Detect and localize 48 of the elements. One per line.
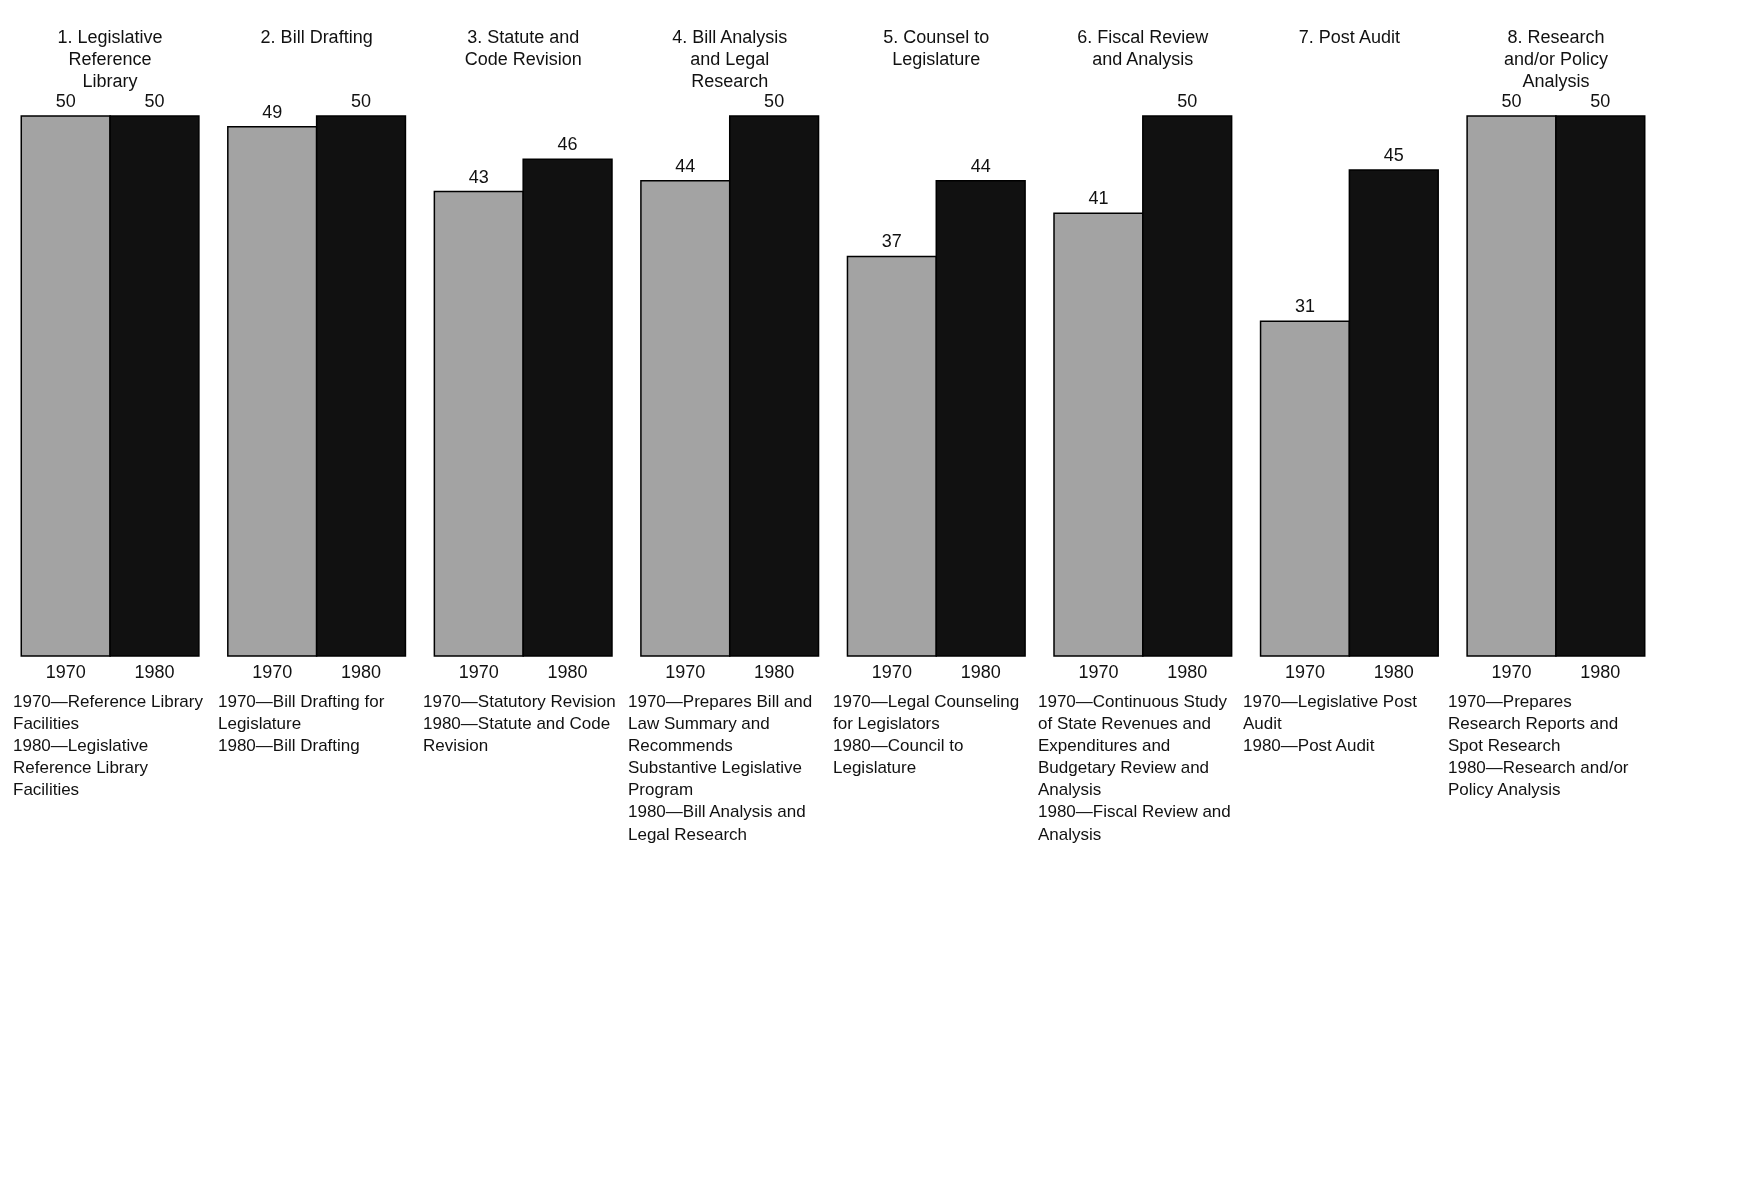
x-tick-label: 7. Post Audit (1298, 26, 1400, 47)
text: 1970—Continuous Study of State Revenues and Expenditures and Budgetary Review and Analysis 1980—Fiscal Review and Analysis (1038, 691, 1232, 846)
x-tick-label: 8. Research and/or Policy Analysis (1503, 26, 1608, 91)
data-label: 44 (970, 155, 991, 176)
x-tick-label: 4. Bill Analysis and Legal Research (672, 26, 788, 91)
text: 1970 (1491, 662, 1532, 682)
x-tick-label: 1. Legislative Reference Library (57, 26, 163, 91)
text: 1970—Statutory Revision 1980—Statute and Code Revision (423, 691, 617, 758)
text: 1970—Prepares Research Reports and Spot Research 1980—Research and/or Policy Analysis (1448, 691, 1630, 802)
data-label: 50 (1177, 91, 1198, 111)
data-label: 50 (1590, 91, 1611, 111)
text: 1970 (252, 662, 293, 682)
text: 1980 (1373, 662, 1414, 682)
data-label: 44 (675, 155, 696, 176)
text: 1980 (960, 662, 1001, 682)
data-label: 50 (351, 91, 372, 111)
text: 1980 (1580, 662, 1621, 682)
text: 1970 (458, 662, 499, 682)
data-label: 50 (55, 91, 76, 111)
text: 1980 (1167, 662, 1208, 682)
text: 1970 (871, 662, 912, 682)
text: 1970—Bill Drafting for Legislature 1980—Bill Drafting (218, 691, 386, 758)
data-label: 50 (1501, 91, 1522, 111)
series-label: 1970 (45, 662, 86, 682)
text: 1970—Legislative Post Audit 1980—Post Audit (1243, 691, 1418, 758)
data-label: 31 (1294, 296, 1315, 317)
data-label: 45 (1383, 145, 1404, 165)
x-tick-label: 6. Fiscal Review and Analysis (1077, 26, 1210, 69)
data-label: 50 (764, 91, 785, 111)
text: 1980 (341, 662, 382, 682)
text: 1970 (665, 662, 706, 682)
text: 1970—Legal Counseling for Legislators 1980—Council to Legislature (833, 691, 1021, 780)
x-tick-label: 2. Bill Drafting (260, 26, 373, 47)
series-label: 1980 (134, 662, 175, 682)
data-label: 49 (262, 101, 283, 122)
text: 1980 (754, 662, 795, 682)
data-label: 43 (468, 166, 489, 187)
text: 1970—Prepares Bill and Law Summary and Recommends Substantive Legislative Program 1980—Bill Analysis and Legal Research (628, 691, 814, 846)
data-label: 46 (557, 134, 578, 155)
text: 1980 (547, 662, 588, 682)
text: 1970—Reference Library Facilities 1980—Legislative Reference Library Facilities (13, 691, 204, 802)
x-tick-label: 5. Counsel to Legislature (883, 26, 990, 69)
text: 1970 (1284, 662, 1325, 682)
data-label: 37 (881, 231, 902, 252)
x-tick-label: 3. Statute and Code Revision (464, 26, 582, 69)
text: 1970 (1078, 662, 1119, 682)
data-label: 50 (144, 91, 165, 111)
data-label: 41 (1088, 188, 1109, 209)
